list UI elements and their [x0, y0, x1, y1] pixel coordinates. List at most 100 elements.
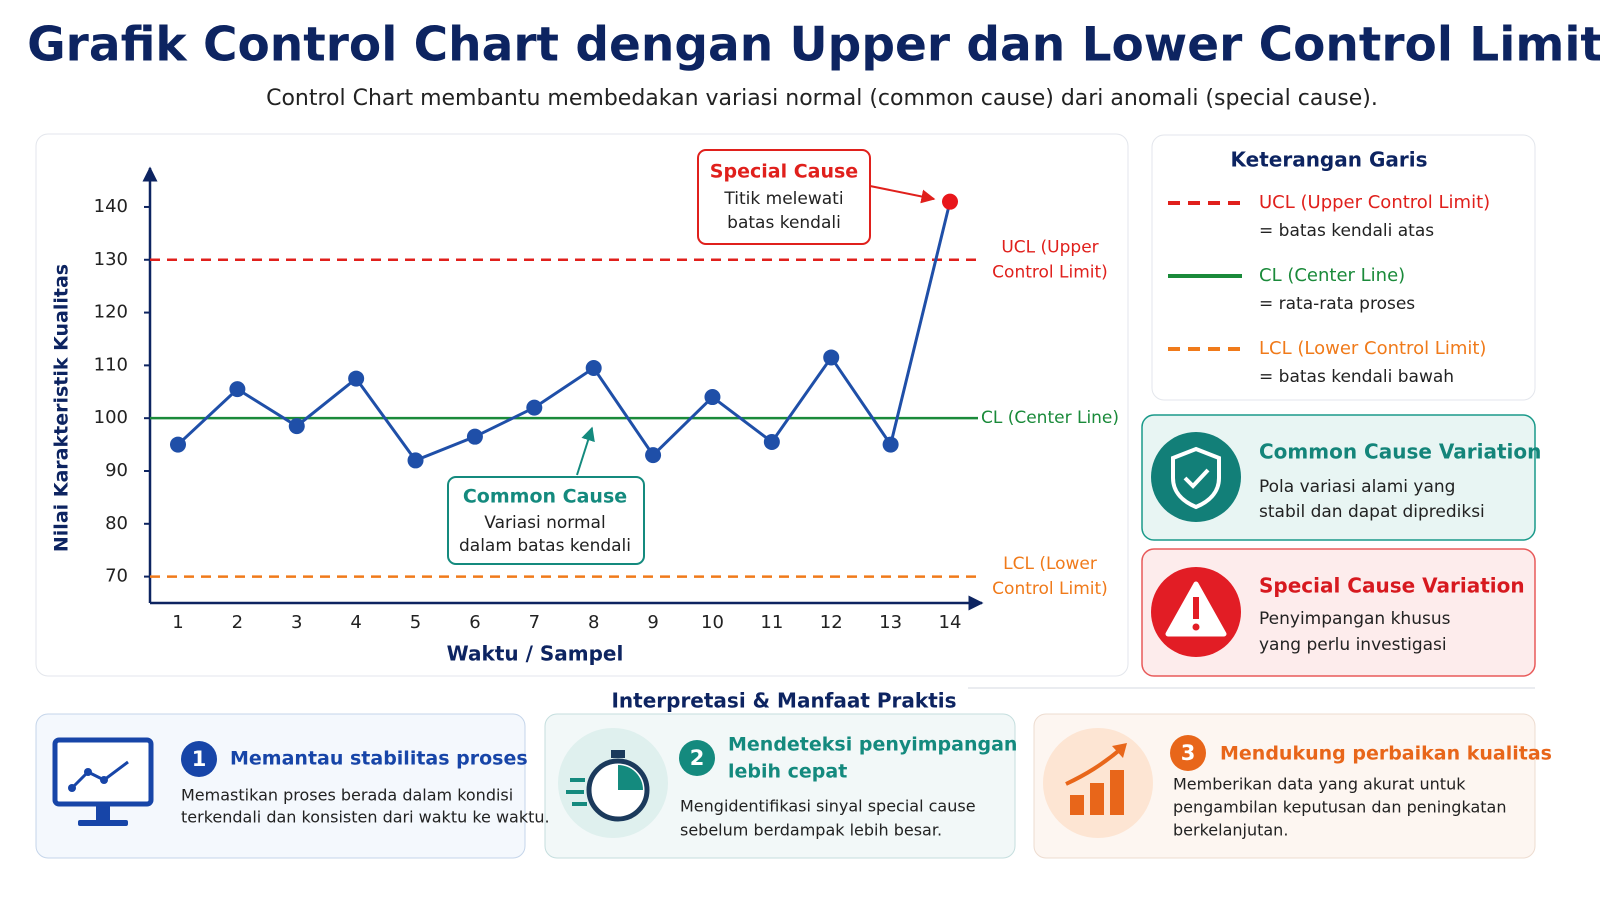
y-tick-label: 130 — [94, 249, 128, 270]
data-point — [288, 418, 305, 435]
data-line — [176, 201, 952, 463]
x-tick-label: 14 — [939, 612, 962, 633]
data-point — [763, 433, 780, 450]
check-icon — [1183, 468, 1210, 489]
benefit-text: sebelum berdampak lebih besar. — [680, 821, 942, 840]
monitor-icon — [70, 760, 129, 790]
x-axis-title: Waktu / Sampel — [447, 642, 624, 666]
card-text: Pola variasi alami yang — [1259, 477, 1455, 497]
y-tick-label: 90 — [105, 460, 128, 481]
monitor-icon — [96, 806, 110, 820]
x-tick-label: 8 — [588, 612, 599, 633]
number-badge — [181, 741, 217, 777]
x-tick-label: 10 — [701, 612, 724, 633]
benefit-title: Memantau stabilitas proses — [230, 748, 528, 770]
card-title: Common Cause Variation — [1259, 440, 1541, 464]
warning-icon — [1193, 597, 1199, 619]
annotation-text: Variasi normal — [484, 513, 605, 533]
card — [1141, 414, 1536, 541]
legend-label: CL (Center Line) — [1259, 265, 1405, 286]
y-tick-label: 100 — [94, 407, 128, 428]
legend: UCL (Upper Control Limit) = batas kendali… — [1168, 192, 1490, 387]
monitor-icon — [100, 776, 108, 784]
card-text: stabil dan dapat diprediksi — [1259, 502, 1485, 522]
y-axis-title: Nilai Karakteristik Kualitas — [51, 264, 73, 552]
warning-icon — [1192, 623, 1200, 631]
x-tick-label: 6 — [469, 612, 480, 633]
icon — [1151, 432, 1241, 522]
data-point — [645, 447, 662, 464]
card-text: yang perlu investigasi — [1259, 635, 1447, 655]
data-point — [466, 428, 483, 445]
monitor-icon — [52, 737, 154, 807]
data-point — [882, 436, 899, 453]
annotation-title: Common Cause — [463, 486, 627, 508]
number-badge — [1170, 735, 1206, 771]
card-title: Special Cause Variation — [1259, 574, 1525, 598]
stopwatch-icon — [618, 765, 643, 790]
y-tick-label: 140 — [94, 196, 128, 217]
annotation-box — [697, 149, 871, 245]
y-tick-label: 80 — [105, 513, 128, 534]
x-tick-label: 12 — [820, 612, 843, 633]
number-badge — [679, 740, 715, 776]
control-line-label: Control Limit) — [992, 579, 1108, 599]
bars-icon — [1070, 795, 1084, 815]
number: 2 — [690, 746, 705, 770]
control-line-label: CL (Center Line) — [981, 408, 1119, 428]
x-tick-label: 13 — [879, 612, 902, 633]
benefits: 1 Memantau stabilitas proses Memastikan pr… — [181, 734, 1552, 840]
benefit-text: Mengidentifikasi sinyal special cause — [680, 797, 976, 816]
bars-icon — [1110, 770, 1124, 815]
legend-description: = rata-rata proses — [1259, 294, 1415, 314]
legend-title: Keterangan Garis — [1231, 148, 1428, 172]
annotation-text: Titik melewati — [723, 189, 843, 209]
x-tick-label: 11 — [760, 612, 783, 633]
benefit-title: lebih cepat — [728, 761, 847, 783]
title: Grafik Control Chart dengan Upper dan Lo… — [27, 18, 1600, 73]
x-tick-label: 9 — [647, 612, 658, 633]
section-title: Interpretasi & Manfaat Praktis — [611, 689, 956, 713]
annotation-title: Special Cause — [710, 161, 858, 183]
monitor-icon — [84, 768, 92, 776]
x-tick-label: 4 — [350, 612, 361, 633]
benefit-card — [544, 713, 1016, 859]
benefit-text: pengambilan keputusan dan peningkatan — [1173, 798, 1506, 817]
monitor-icon — [78, 820, 128, 826]
number: 1 — [192, 747, 207, 771]
data-point — [823, 349, 840, 366]
subtitle: Control Chart membantu membedakan varias… — [266, 86, 1378, 111]
annotation-arrow — [869, 185, 936, 204]
x-tick-label: 1 — [172, 612, 183, 633]
control-line-label: UCL (Upper — [1001, 237, 1098, 257]
bars-icon — [1090, 783, 1104, 815]
benefit-text: terkendali dan konsisten dari waktu ke w… — [181, 808, 550, 827]
x-tick-label: 2 — [232, 612, 243, 633]
control-line-label: LCL (Lower — [1003, 554, 1097, 574]
legend-description: = batas kendali atas — [1259, 221, 1434, 241]
control-line-label: Control Limit) — [992, 262, 1108, 282]
x-tick-label: 3 — [291, 612, 302, 633]
card-text: Penyimpangan khusus — [1259, 609, 1451, 629]
x-tick-label: 7 — [529, 612, 540, 633]
bars-icon — [1112, 743, 1127, 758]
data-point — [229, 381, 246, 398]
legend-label: UCL (Upper Control Limit) — [1259, 192, 1490, 213]
benefit-title: Mendeteksi penyimpangan — [728, 734, 1017, 756]
benefit-text: Memastikan proses berada dalam kondisi — [181, 786, 513, 805]
annotation-text: dalam batas kendali — [459, 536, 631, 556]
benefit-card — [1033, 713, 1536, 859]
legend-label: LCL (Lower Control Limit) — [1259, 338, 1486, 359]
benefit-text: Memberikan data yang akurat untuk — [1173, 775, 1466, 794]
data-point — [407, 452, 424, 469]
benefit-text: berkelanjutan. — [1173, 821, 1288, 840]
shield-icon — [1171, 446, 1221, 510]
stopwatch-icon — [611, 750, 625, 758]
benefit-card — [35, 713, 526, 859]
bars-icon — [1065, 746, 1124, 786]
monitor-icon — [68, 784, 76, 792]
data-point — [526, 399, 543, 416]
